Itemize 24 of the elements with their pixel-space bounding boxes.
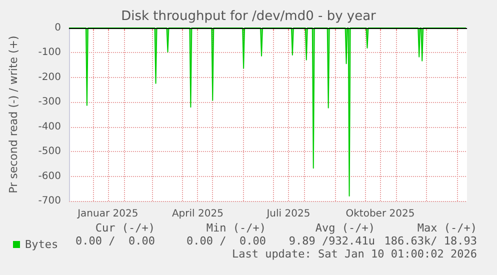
y-tick-label: -500	[38, 146, 61, 158]
x-tick-label: Oktober 2025	[346, 208, 415, 220]
text: Last update: Sat Jan 10 01:00:02 2026	[232, 248, 477, 260]
x-tick-label: Juli 2025	[266, 208, 310, 220]
text: 0.00 / 0.00	[76, 234, 155, 248]
text: Cur (-/+)	[95, 222, 155, 234]
text: 186.63k/ 18.93	[384, 234, 477, 248]
legend-label: Bytes	[25, 238, 58, 251]
text: Avg (-/+)	[315, 222, 375, 234]
y-tick-label: -700	[38, 196, 61, 206]
x-tick-label: Januar 2025	[76, 208, 138, 220]
text: Max (-/+)	[417, 222, 477, 234]
text: 0.00 / 0.00	[186, 234, 266, 248]
x-tick-label: April 2025	[172, 208, 224, 220]
y-tick-label: -600	[38, 170, 61, 182]
chart-title: Disk throughput for /dev/md0 - by year	[121, 9, 377, 24]
text: 9.89 /932.41u	[288, 234, 375, 248]
y-tick-label: -100	[38, 47, 61, 58]
y-tick-label: -200	[38, 72, 61, 83]
y-tick-label: 0	[54, 22, 61, 34]
y-tick-label: -300	[38, 96, 61, 108]
text: Min (-/+)	[206, 222, 266, 234]
y-axis-title: Pr second read (-) / write (+)	[7, 36, 20, 194]
y-tick-label: -400	[38, 121, 61, 132]
